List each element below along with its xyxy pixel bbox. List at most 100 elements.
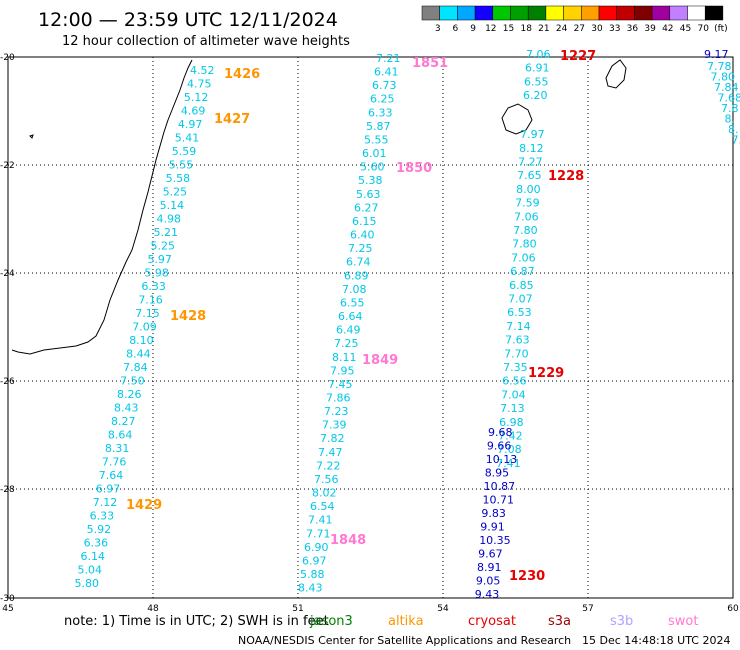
wave-height-value: 6.89 [344, 269, 369, 282]
footer-timestamp: 15 Dec 14:48:18 UTC 2024 [582, 634, 730, 647]
wave-height-value: 7.23 [324, 405, 349, 418]
wave-height-value: 6.97 [96, 483, 121, 496]
wave-height-value: 7.35 [503, 361, 528, 374]
wave-height-value: 7.42 [498, 430, 523, 443]
legend-swatch [474, 5, 494, 21]
legend-label: 3 [435, 24, 441, 34]
legend-swatch [545, 5, 564, 21]
wave-height-value: 8.43 [114, 402, 139, 415]
wave-height-value: 6.87 [510, 265, 535, 278]
wave-height-value: 7.25 [348, 242, 373, 255]
reunion-island [501, 103, 533, 135]
wave-height-value: 10.35 [479, 534, 511, 547]
map-subtitle: 12 hour collection of altimeter wave hei… [62, 34, 350, 49]
wave-height-value: 7.08 [497, 443, 522, 456]
wave-height-value: 7.27 [518, 156, 543, 169]
legend-swatch [492, 5, 511, 21]
wave-height-value: 7.59 [515, 197, 540, 210]
wave-height-value: 5.55 [364, 133, 389, 146]
wave-height-value: 10.87 [484, 480, 515, 493]
legend-label: 42 [662, 24, 673, 34]
wave-height-value: 8.02 [312, 487, 337, 500]
wave-height-value: 8. [728, 123, 739, 136]
pass-time-label: 1428 [170, 309, 206, 324]
pass-time-label: 1228 [548, 169, 584, 184]
pass-times: 1426 1427 1428 1429 1851 1850 1849 1848 1227 1228… [126, 49, 596, 584]
legend-label: 9 [470, 24, 476, 34]
wave-height-value: 7.09 [132, 321, 157, 334]
wave-height-value: 7.82 [320, 432, 345, 445]
wave-height-value: 7.86 [326, 392, 351, 405]
color-legend: 3 6 9 12 15 18 21 24 27 30 33 36 39 42 45 70 (ft) [421, 5, 728, 34]
wave-height-value: 6.85 [509, 279, 534, 292]
wave-height-value: 6.74 [346, 256, 371, 269]
wave-height-value: 9.67 [478, 548, 503, 561]
legend-label: 12 [485, 24, 496, 34]
wave-height-value: 5.92 [87, 523, 112, 536]
legend-swatch [439, 5, 458, 21]
legend-swatch [581, 5, 600, 21]
satellite-name: cryosat [468, 614, 516, 629]
legend-swatch [669, 5, 688, 21]
wave-height-value: 7.04 [501, 388, 526, 401]
footer-credit: NOAA/NESDIS Center for Satellite Applica… [238, 634, 571, 647]
map-title: 12:00 — 23:59 UTC 12/11/2024 [38, 9, 338, 31]
wave-height-value: 7.39 [322, 419, 347, 432]
satellite-name: swot [668, 614, 698, 629]
wave-height-value: 6.53 [507, 306, 532, 319]
legend-label: 18 [520, 24, 532, 34]
mauritius-island [605, 59, 627, 89]
x-tick-label: 45 [2, 604, 13, 614]
wave-height-value: 7.16 [138, 294, 163, 307]
wave-height-value: 6.55 [524, 75, 549, 88]
wave-height-value: 7.08 [342, 283, 367, 296]
wave-height-value: 5.87 [366, 120, 391, 133]
wave-height-value: 8.27 [111, 415, 135, 428]
wave-height-value: 5.60 [360, 161, 385, 174]
legend-label: 36 [627, 24, 639, 34]
wave-height-value: 7.41 [496, 457, 521, 470]
wave-height-value: 7.41 [308, 514, 333, 527]
wave-height-value: 6.54 [310, 500, 335, 513]
wave-height-value: 7.84 [123, 361, 147, 374]
wave-height-value: 6.90 [304, 541, 329, 554]
wave-height-value: 8.00 [516, 183, 541, 196]
legend-swatch [457, 5, 476, 21]
wave-height-value: 7.15 [135, 307, 160, 320]
wave-height-value: 6.98 [499, 416, 524, 429]
wave-height-value: 5.63 [356, 188, 381, 201]
pass-time-label: 1850 [396, 161, 432, 176]
wave-height-value: 7.50 [120, 375, 145, 388]
wave-height-value: 7. [732, 134, 740, 147]
wave-height-value: 8.91 [477, 561, 502, 574]
wave-height-value: 5.55 [169, 159, 194, 172]
wave-height-value: 6.36 [84, 537, 109, 550]
y-tick-label: -28 [0, 485, 15, 495]
lat-lon-grid [7, 56, 734, 599]
wave-height-value: 4.75 [187, 78, 212, 91]
wave-height-value: 7.78 [707, 60, 732, 73]
legend-label: 15 [503, 24, 514, 34]
wave-height-value: 6.14 [81, 550, 106, 563]
small-island [29, 134, 34, 139]
wave-height-value: 6.64 [338, 310, 363, 323]
pass-time-label: 1851 [412, 56, 448, 71]
wave-height-value: 5.14 [160, 199, 185, 212]
legend-label: 21 [538, 24, 549, 34]
legend-swatch [616, 5, 635, 21]
wave-height-value: 4.97 [178, 118, 203, 131]
wave-height-value: 8.43 [298, 582, 323, 595]
altimeter-tracks: 4.524.755.124.694.975.415.595.555.585.25… [74, 48, 740, 601]
wave-height-value: 6.97 [302, 554, 327, 567]
legend-swatch [704, 5, 724, 21]
axis-labels: 45 48 51 54 57 60 -20 -22 -24 -26 -28 -30 [0, 53, 739, 614]
wave-height-value: 7.68 [718, 92, 740, 105]
x-tick-label: 57 [582, 604, 593, 614]
wave-height-value: 6.91 [525, 62, 550, 75]
wave-height-value: 7.21 [376, 52, 401, 65]
wave-height-value: 5.88 [300, 568, 325, 581]
pass-time-label: 1427 [214, 112, 250, 127]
wave-height-value: 7.14 [506, 320, 531, 333]
wave-height-value: 9.43 [475, 588, 500, 601]
